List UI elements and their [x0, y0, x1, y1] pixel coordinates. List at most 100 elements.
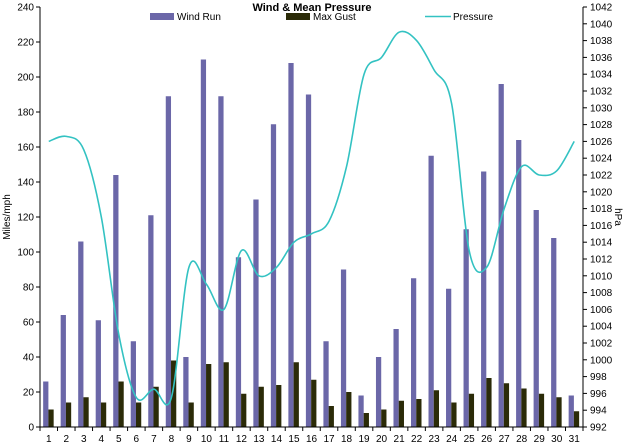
x-tick-label: 6: [134, 434, 140, 445]
y-tick-label: 20: [23, 388, 35, 399]
bar-max-gust: [293, 362, 299, 427]
y2-tick-label: 1042: [590, 3, 613, 14]
y-tick-label: 160: [17, 143, 34, 154]
bar-wind-run: [340, 269, 347, 427]
bar-max-gust: [521, 388, 527, 427]
y-tick-label: 120: [17, 213, 34, 224]
y2-tick-label: 998: [590, 372, 607, 383]
x-tick-label: 18: [341, 434, 353, 445]
legend-label-wind-run: Wind Run: [177, 12, 221, 23]
x-tick-label: 1: [46, 434, 52, 445]
x-tick-label: 22: [411, 434, 423, 445]
bar-max-gust: [171, 360, 177, 427]
bar-wind-run: [410, 278, 417, 427]
bar-wind-run: [218, 96, 224, 427]
bar-max-gust: [276, 385, 282, 427]
y2-tick-label: 996: [590, 389, 607, 400]
legend-swatch-max-gust: [286, 13, 310, 20]
y2-tick-label: 1004: [590, 322, 613, 333]
y2-tick-label: 1026: [590, 137, 613, 148]
bar-wind-run: [463, 229, 469, 427]
x-tick-label: 14: [271, 434, 283, 445]
x-tick-label: 9: [186, 434, 192, 445]
x-tick-label: 15: [288, 434, 300, 445]
bar-max-gust: [573, 411, 580, 427]
x-tick-label: 16: [306, 434, 318, 445]
legend-swatch-wind-run: [150, 13, 174, 20]
y-tick-label: 100: [17, 248, 34, 259]
bar-wind-run: [148, 215, 154, 427]
bar-max-gust: [468, 393, 475, 427]
y-tick-label: 240: [17, 3, 34, 14]
bar-wind-run: [481, 171, 487, 427]
bar-max-gust: [241, 393, 247, 427]
bar-max-gust: [363, 413, 369, 427]
bar-max-gust: [153, 386, 159, 427]
bar-max-gust: [381, 409, 387, 427]
bar-max-gust: [65, 402, 72, 427]
y2-tick-label: 1036: [590, 53, 613, 64]
y2-tick-label: 1024: [590, 154, 613, 165]
x-tick-label: 28: [516, 434, 528, 445]
y2-tick-label: 1016: [590, 221, 613, 232]
y-axis-label: Miles/mph: [2, 194, 13, 240]
plot-area: [40, 7, 583, 427]
y2-tick-label: 1008: [590, 288, 613, 299]
bar-wind-run: [568, 395, 574, 427]
y2-tick-label: 1038: [590, 36, 613, 47]
bar-max-gust: [311, 379, 317, 427]
bar-max-gust: [135, 402, 142, 427]
bar-wind-run: [165, 96, 172, 427]
y-tick-label: 60: [23, 318, 35, 329]
bar-max-gust: [451, 402, 457, 427]
y2-tick-label: 1006: [590, 305, 613, 316]
bar-wind-run: [393, 329, 399, 427]
bar-wind-run: [60, 315, 66, 427]
bar-max-gust: [118, 381, 124, 427]
x-tick-label: 20: [376, 434, 388, 445]
chart-title: Wind & Mean Pressure: [252, 2, 371, 14]
legend-label-max-gust: Max Gust: [313, 12, 356, 23]
bar-max-gust: [206, 364, 212, 427]
x-tick-label: 17: [323, 434, 335, 445]
y2-tick-label: 1012: [590, 255, 613, 266]
bar-max-gust: [556, 397, 562, 427]
bar-max-gust: [258, 386, 264, 427]
bar-max-gust: [188, 402, 194, 427]
bar-max-gust: [538, 393, 545, 427]
x-tick-label: 3: [81, 434, 87, 445]
bar-wind-run: [130, 341, 136, 427]
x-tick-label: 21: [394, 434, 406, 445]
x-tick-label: 24: [446, 434, 458, 445]
bar-wind-run: [516, 140, 522, 427]
bar-max-gust: [433, 390, 440, 427]
y-tick-label: 80: [23, 283, 35, 294]
bar-max-gust: [398, 400, 404, 427]
legend-label-pressure: Pressure: [453, 12, 493, 23]
bar-wind-run: [498, 84, 504, 427]
y-tick-label: 200: [17, 73, 34, 84]
bar-wind-run: [428, 155, 434, 427]
x-tick-label: 27: [499, 434, 511, 445]
x-tick-label: 13: [253, 434, 265, 445]
bar-wind-run: [323, 341, 329, 427]
bar-max-gust: [346, 392, 352, 427]
x-tick-label: 5: [116, 434, 122, 445]
bar-max-gust: [486, 378, 492, 427]
bar-wind-run: [95, 320, 101, 427]
y2-tick-label: 1002: [590, 339, 613, 350]
y2-tick-label: 1014: [590, 238, 613, 249]
x-tick-label: 2: [63, 434, 69, 445]
bar-max-gust: [416, 399, 422, 427]
x-tick-label: 11: [219, 434, 230, 445]
y2-tick-label: 1028: [590, 120, 613, 131]
x-tick-label: 10: [201, 434, 213, 445]
bar-max-gust: [223, 362, 229, 427]
bar-wind-run: [533, 210, 539, 427]
x-tick-label: 19: [358, 434, 370, 445]
bar-wind-run: [43, 381, 49, 427]
y2-axis-label: hPa: [612, 208, 623, 226]
y-tick-label: 220: [17, 38, 34, 49]
